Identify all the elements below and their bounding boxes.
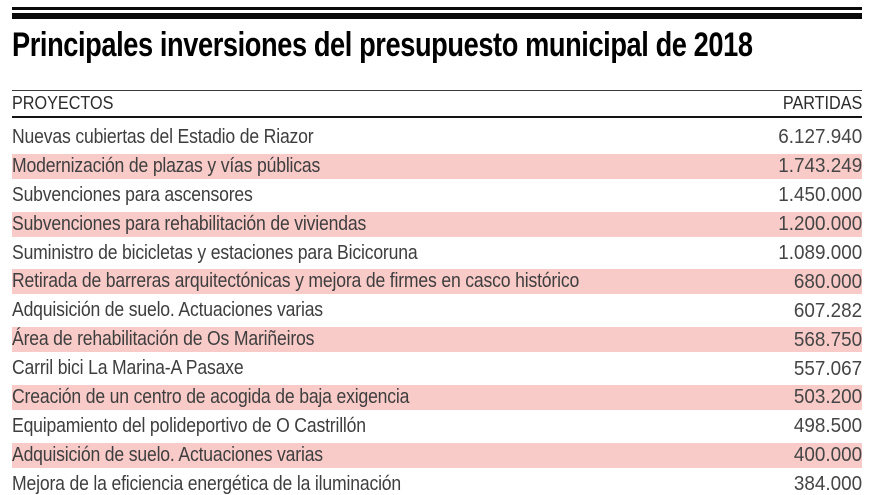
project-name: Adquisición de suelo. Actuaciones varias [12, 443, 323, 466]
column-header-partidas: PARTIDAS [782, 93, 862, 113]
table-row: Nuevas cubiertas del Estadio de Riazor 6.… [12, 123, 862, 152]
amount-value: 503.200 [793, 385, 862, 409]
top-double-rule [12, 7, 862, 19]
table-row: Modernización de plazas y vías públicas 1… [12, 151, 862, 181]
budget-table: PROYECTOS PARTIDAS Nuevas cubiertas del … [12, 90, 862, 495]
table-row: Adquisición de suelo. Actuaciones varias… [12, 296, 862, 325]
table-row: Área de rehabilitación de Os Mariñeiros 5… [12, 325, 862, 355]
amount-value: 1.450.000 [778, 183, 862, 207]
amount-value: 384.000 [793, 472, 862, 495]
page-title: Principales inversiones del presupuesto … [12, 26, 753, 64]
project-name: Carril bici La Marina-A Pasaxe [12, 357, 244, 380]
project-name: Creación de un centro de acogida de baja… [12, 385, 410, 408]
table-row: Suministro de bicicletas y estaciones pa… [12, 239, 862, 268]
project-name: Suministro de bicicletas y estaciones pa… [12, 241, 418, 264]
table-row: Retirada de barreras arquitectónicas y m… [12, 267, 862, 297]
table-header-row: PROYECTOS PARTIDAS [12, 91, 862, 116]
amount-value: 6.127.940 [778, 125, 862, 149]
amount-value: 680.000 [793, 269, 862, 293]
project-name: Retirada de barreras arquitectónicas y m… [12, 270, 580, 293]
project-name: Subvenciones para rehabilitación de vivi… [12, 212, 367, 235]
top-rule-thin [12, 7, 862, 10]
amount-value: 400.000 [793, 443, 862, 467]
table-row: Creación de un centro de acogida de baja… [12, 383, 862, 412]
amount-value: 498.500 [793, 414, 862, 438]
project-name: Equipamiento del polideportivo de O Cast… [12, 414, 366, 437]
amount-value: 557.067 [793, 356, 862, 380]
top-rule-thick [12, 13, 862, 19]
amount-value: 1.089.000 [778, 241, 862, 264]
table-body: Nuevas cubiertas del Estadio de Riazor 6.… [12, 123, 862, 495]
table-row: Equipamiento del polideportivo de O Cast… [12, 412, 862, 441]
column-header-proyectos: PROYECTOS [12, 93, 114, 113]
project-name: Nuevas cubiertas del Estadio de Riazor [12, 125, 314, 148]
project-name: Adquisición de suelo. Actuaciones varias [12, 299, 323, 322]
project-name: Modernización de plazas y vías públicas [12, 154, 321, 177]
amount-value: 607.282 [793, 298, 862, 322]
table-row: Subvenciones para rehabilitación de vivi… [12, 209, 862, 239]
table-row: Adquisición de suelo. Actuaciones varias… [12, 440, 862, 470]
project-name: Mejora de la eficiencia energética de la… [12, 472, 402, 495]
amount-value: 1.200.000 [778, 212, 862, 236]
amount-value: 1.743.249 [778, 154, 862, 178]
project-name: Área de rehabilitación de Os Mariñeiros [12, 328, 315, 351]
table-row: Carril bici La Marina-A Pasaxe 557.067 [12, 354, 862, 383]
header-rule-top [12, 90, 862, 91]
header-rule-bottom [12, 116, 862, 118]
amount-value: 568.750 [793, 327, 862, 351]
table-row: Subvenciones para ascensores 1.450.000 [12, 181, 862, 210]
project-name: Subvenciones para ascensores [12, 183, 253, 206]
table-row: Mejora de la eficiencia energética de la… [12, 470, 862, 495]
